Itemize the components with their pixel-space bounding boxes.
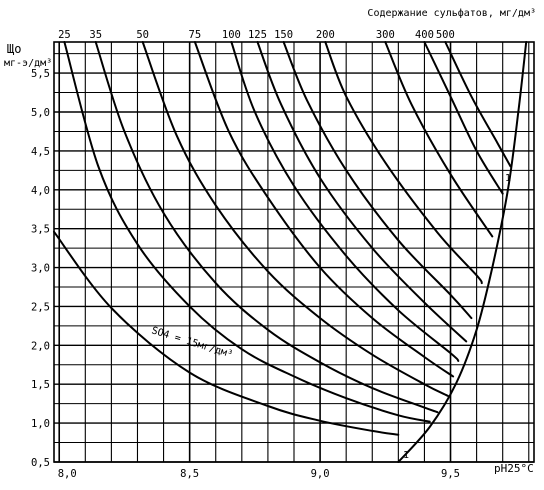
y-axis-label-symbol: Що xyxy=(7,42,21,56)
top-tick-label: 25 xyxy=(58,29,71,41)
curve-50 xyxy=(141,41,449,397)
curve-300 xyxy=(384,41,494,238)
curve-25 xyxy=(63,41,431,423)
y-tick-label: 1,0 xyxy=(31,418,50,430)
top-tick-label: 300 xyxy=(376,29,395,41)
plot-frame xyxy=(53,41,535,463)
y-tick-label: 2,0 xyxy=(31,340,50,352)
y-tick-label: 3,0 xyxy=(31,263,50,275)
top-tick-label: 125 xyxy=(248,29,267,41)
y-tick-label: 4,5 xyxy=(31,146,50,158)
x-tick-label: 9,5 xyxy=(441,468,460,480)
curve-125 xyxy=(256,41,468,343)
boundary-curve-label-top: 1 xyxy=(505,173,511,184)
curve-500 xyxy=(444,41,512,168)
curves xyxy=(53,41,528,463)
boundary-curve-label-bottom: 1 xyxy=(403,450,409,461)
y-tick-label: 5,5 xyxy=(31,68,50,80)
x-tick-labels: 8,0 8,5 9,0 9,5 xyxy=(58,468,460,480)
curve-1 xyxy=(397,41,528,463)
so4-annotation: SO4 = 15мг/дм³ xyxy=(150,325,234,360)
y-tick-label: 2,5 xyxy=(31,301,50,313)
curve-15 xyxy=(53,230,400,436)
curve-35 xyxy=(94,41,439,414)
x-tick-label: 8,0 xyxy=(58,468,77,480)
x-tick-label: 9,0 xyxy=(311,468,330,480)
curve-400 xyxy=(423,41,504,195)
y-tick-label: 0,5 xyxy=(31,457,50,469)
y-tick-label: 4,0 xyxy=(31,185,50,197)
top-tick-label: 500 xyxy=(436,29,455,41)
top-tick-label: 50 xyxy=(136,29,149,41)
top-tick-label: 100 xyxy=(222,29,241,41)
x-tick-label: 8,5 xyxy=(180,468,199,480)
y-tick-label: 1,5 xyxy=(31,379,50,391)
top-axis-title: Содержание сульфатов, мг/дм³ xyxy=(367,7,536,19)
curve-100 xyxy=(230,41,460,362)
y-tick-label: 3,5 xyxy=(31,224,50,236)
x-axis-label: pH25°C xyxy=(494,462,534,475)
y-axis-label-units: мг-э/дм³ xyxy=(4,58,52,69)
y-tick-labels: 0,5 1,0 1,5 2,0 2,5 3,0 3,5 4,0 4,5 5,0 5,5 xyxy=(31,68,50,469)
top-tick-labels: 25 35 50 75 100 125 150 200 300 400 500 xyxy=(58,29,455,41)
top-tick-label: 35 xyxy=(89,29,102,41)
y-tick-label: 5,0 xyxy=(31,107,50,119)
curve-200 xyxy=(324,41,483,285)
top-tick-label: 75 xyxy=(189,29,202,41)
curve-150 xyxy=(282,41,473,320)
top-tick-label: 200 xyxy=(316,29,335,41)
top-tick-label: 150 xyxy=(274,29,293,41)
grid xyxy=(53,41,535,463)
top-tick-label: 400 xyxy=(415,29,434,41)
curve-75 xyxy=(193,41,455,378)
